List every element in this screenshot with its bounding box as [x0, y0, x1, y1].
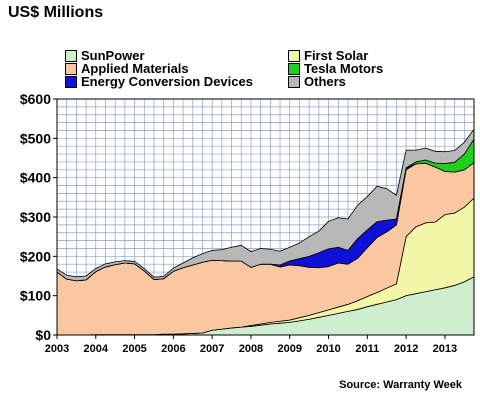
x-tick-label: 2009 — [278, 343, 302, 355]
y-tick-label: $400 — [20, 170, 51, 186]
y-tick-label: $100 — [20, 288, 51, 304]
x-tick-label: 2004 — [84, 343, 109, 355]
legend-label-tesla-motors: Tesla Motors — [304, 61, 384, 76]
legend-label-first-solar: First Solar — [304, 48, 369, 63]
y-tick-label: $500 — [20, 130, 51, 146]
source-note: Source: Warranty Week — [339, 379, 462, 391]
x-tick-label: 2006 — [161, 343, 185, 355]
x-tick-label: 2010 — [316, 343, 340, 355]
legend-swatch-others — [288, 76, 300, 88]
legend-swatch-tesla-motors — [288, 63, 300, 75]
x-tick-label: 2013 — [433, 343, 457, 355]
legend-swatch-first-solar — [288, 50, 300, 62]
x-tick-label: 2008 — [239, 343, 263, 355]
y-tick-label: $200 — [20, 248, 51, 264]
x-tick-label: 2003 — [45, 343, 69, 355]
y-tick-label: $0 — [35, 327, 51, 343]
legend-item-first-solar: First Solar — [288, 48, 369, 63]
legend-swatch-applied-materials — [65, 63, 77, 75]
legend-label-sunpower: SunPower — [81, 48, 145, 63]
legend-label-others: Others — [304, 74, 346, 89]
legend-item-tesla-motors: Tesla Motors — [288, 61, 384, 76]
y-tick-label: $600 — [20, 91, 51, 107]
legend-label-energy-conversion: Energy Conversion Devices — [81, 74, 253, 89]
x-tick-label: 2011 — [355, 343, 379, 355]
legend-item-sunpower: SunPower — [65, 48, 145, 63]
axes: $0 $100 $200 $300 $400 $500 $600 2003 2004 2005 20… — [20, 91, 475, 355]
x-tick-label: 2007 — [200, 343, 224, 355]
legend-swatch-energy-conversion — [65, 76, 77, 88]
y-tick-label: $300 — [20, 209, 51, 225]
x-tick-label: 2012 — [394, 343, 418, 355]
legend-label-applied-materials: Applied Materials — [81, 61, 189, 76]
legend-item-applied-materials: Applied Materials — [65, 61, 189, 76]
x-tick-label: 2005 — [122, 343, 146, 355]
chart-title: US$ Millions — [8, 4, 104, 21]
legend-item-others: Others — [288, 74, 346, 89]
legend-swatch-sunpower — [65, 50, 77, 62]
stacked-areas — [56, 128, 475, 336]
legend-item-energy-conversion: Energy Conversion Devices — [65, 74, 253, 89]
